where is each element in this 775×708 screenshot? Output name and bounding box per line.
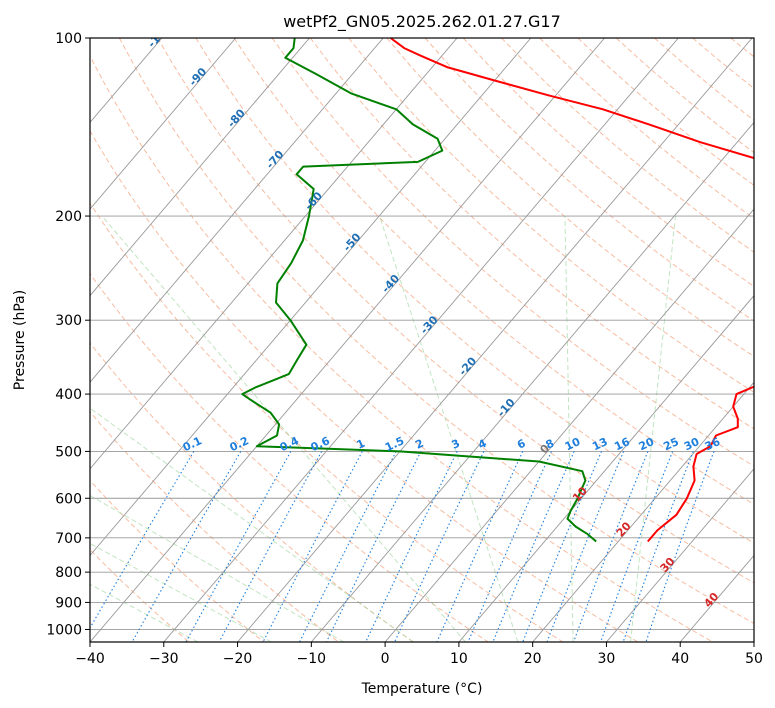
y-tick-label: 500 <box>55 444 82 460</box>
mixing-ratio-line <box>522 451 603 642</box>
chart-title: wetPf2_GN05.2025.262.01.27.G17 <box>283 12 561 32</box>
mixing-ratio-line <box>622 451 694 642</box>
y-tick-label: 400 <box>55 387 82 403</box>
mixing-ratio-label: 20 <box>637 435 657 453</box>
mixing-ratio-line <box>325 451 422 642</box>
y-tick-label: 1000 <box>46 622 82 638</box>
dewpoint-profile <box>241 38 597 543</box>
isotherm <box>90 38 605 642</box>
isotherm <box>90 38 237 210</box>
axes: −40 −30 −20 −10 0 10 20 30 40 50 100 200 300 400 500 60… <box>46 31 763 667</box>
temperature-profile <box>390 38 754 543</box>
dry-adiabat <box>310 38 754 430</box>
plot-frame <box>89 37 755 643</box>
x-axis-label: Temperature (°C) <box>361 681 483 697</box>
dry-adiabat <box>271 38 754 467</box>
dry-adiabat <box>90 411 339 642</box>
moist-adiabat <box>379 215 519 642</box>
moist-adiabat <box>90 407 414 642</box>
dry-adiabat <box>90 479 265 642</box>
x-tick-label: 30 <box>598 651 616 667</box>
dry-adiabat <box>233 38 754 505</box>
moist-adiabat <box>630 215 676 642</box>
y-tick-label: 600 <box>55 491 82 507</box>
x-tick-label: 10 <box>450 651 468 667</box>
isotherm <box>90 38 310 297</box>
y-tick-label: 800 <box>55 565 82 581</box>
dry-adiabat <box>157 38 754 584</box>
mixing-ratio-line <box>218 451 323 642</box>
y-tick-label: 700 <box>55 531 82 547</box>
mixing-ratio-label: 36 <box>703 435 723 453</box>
mixing-ratio-label: 13 <box>590 435 609 453</box>
isotherm <box>237 38 753 642</box>
mixing-ratio-line <box>546 451 625 642</box>
moist-adiabat <box>90 494 344 642</box>
mixing-ratio-label: 30 <box>682 435 702 453</box>
dry-adiabat <box>90 272 489 642</box>
mixing-ratio-line <box>299 451 397 642</box>
dry-adiabat <box>90 54 713 642</box>
x-tick-label: 40 <box>671 651 689 667</box>
x-tick-label: 0 <box>381 651 390 667</box>
mixing-ratio-line <box>185 451 292 642</box>
mixing-ratio-line <box>394 451 485 642</box>
moist-adiabat <box>564 215 574 642</box>
y-tick-label: 200 <box>55 209 82 225</box>
isotherm <box>90 38 384 383</box>
isotherm <box>310 121 754 642</box>
isotherm <box>90 38 532 557</box>
isotherm <box>606 468 754 642</box>
isotherm <box>532 381 754 642</box>
dry-adiabat <box>90 129 639 642</box>
mixing-ratio-line <box>600 451 674 642</box>
isotherm <box>90 38 458 470</box>
x-tick-label: −10 <box>297 651 327 667</box>
mixing-ratio-line <box>131 451 242 642</box>
dry-adiabat <box>348 38 754 393</box>
y-axis-label: Pressure (hPa) <box>12 290 28 390</box>
x-tick-label: −30 <box>149 651 179 667</box>
x-tick-label: −40 <box>75 651 105 667</box>
y-tick-label: 100 <box>55 31 82 47</box>
plot-area <box>90 38 754 642</box>
dry-adiabat <box>90 202 564 642</box>
y-tick-label: 300 <box>55 313 82 329</box>
dry-adiabat <box>118 38 754 625</box>
mixing-ratio-line <box>262 451 363 642</box>
mixing-ratio-label: 10 <box>563 435 583 453</box>
mixing-ratio-line <box>572 451 649 642</box>
x-tick-label: 50 <box>745 651 763 667</box>
mixing-ratio-line <box>365 451 458 642</box>
mixing-ratio-label: 25 <box>661 435 680 453</box>
isotherm <box>458 294 754 642</box>
mixing-ratio-label: 16 <box>612 435 632 453</box>
isotherm <box>163 38 679 642</box>
isotherm <box>384 208 754 642</box>
x-tick-label: 20 <box>524 651 542 667</box>
y-tick-label: 900 <box>55 595 82 611</box>
moist-adiabat <box>101 215 466 642</box>
x-tick-label: −20 <box>223 651 253 667</box>
